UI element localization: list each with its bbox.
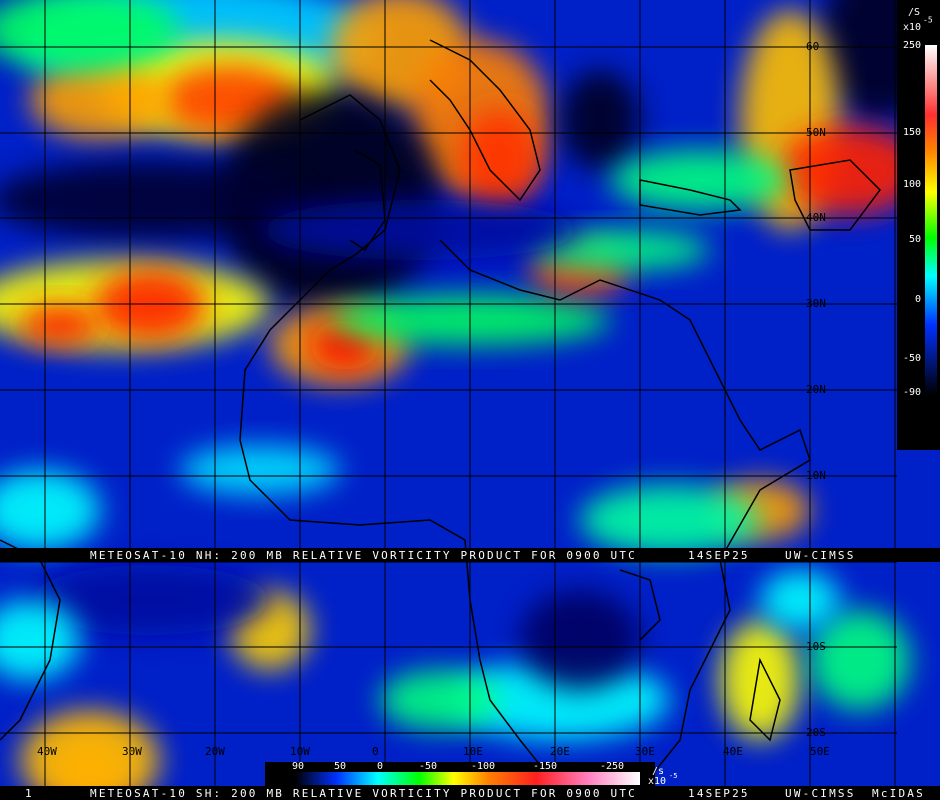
right-colorbar bbox=[925, 45, 937, 395]
frame-number: 1 bbox=[25, 787, 34, 800]
lon-label: 40W bbox=[37, 745, 57, 758]
nh-source: UW-CIMSS bbox=[785, 549, 856, 562]
field-blob bbox=[30, 60, 170, 140]
bottom-colorbar-scale: x10 bbox=[648, 776, 666, 787]
right-colorbar-label: 150 bbox=[903, 127, 921, 138]
field-blob bbox=[95, 270, 205, 340]
right-colorbar-label: 100 bbox=[903, 179, 921, 190]
lat-label: 10N bbox=[806, 469, 826, 482]
bottom-colorbar-exponent: -5 bbox=[669, 772, 677, 780]
field-blob bbox=[20, 710, 160, 786]
lat-label: 40N bbox=[806, 211, 826, 224]
sh-banner bbox=[0, 786, 940, 800]
lon-label: 30W bbox=[122, 745, 142, 758]
field-blob bbox=[780, 125, 920, 215]
right-colorbar-label: 0 bbox=[915, 294, 921, 305]
right-colorbar-scale: x10 bbox=[903, 22, 921, 33]
lat-label: 20N bbox=[806, 383, 826, 396]
nh-banner bbox=[0, 548, 940, 562]
field-blob bbox=[560, 70, 640, 170]
bottom-colorbar-label: -250 bbox=[600, 761, 624, 772]
right-colorbar-label: -90 bbox=[903, 387, 921, 398]
field-blob bbox=[530, 230, 710, 270]
lat-label: 60 bbox=[806, 40, 819, 53]
lon-label: 50E bbox=[810, 745, 830, 758]
field-blob bbox=[30, 565, 270, 635]
right-colorbar-label: 250 bbox=[903, 40, 921, 51]
sh-product: METEOSAT-10 SH: 200 MB RELATIVE VORTICIT… bbox=[90, 787, 637, 800]
sh-date: 14SEP25 bbox=[688, 787, 750, 800]
field-blob bbox=[810, 610, 910, 710]
lat-label: 50N bbox=[806, 126, 826, 139]
bottom-colorbar-label: -150 bbox=[533, 761, 557, 772]
lat-label: 20S bbox=[806, 726, 826, 739]
field-blob bbox=[0, 160, 310, 240]
bottom-colorbar-unit: /s bbox=[652, 766, 664, 777]
bottom-colorbar bbox=[295, 772, 640, 785]
field-blob bbox=[0, 600, 80, 680]
lon-label: 30E bbox=[635, 745, 655, 758]
nh-date: 14SEP25 bbox=[688, 549, 750, 562]
field-blob bbox=[460, 110, 540, 210]
bottom-colorbar-label: 50 bbox=[334, 761, 346, 772]
right-colorbar-exponent: -5 bbox=[923, 16, 933, 25]
field-blob bbox=[180, 445, 340, 495]
nh-product: METEOSAT-10 NH: 200 MB RELATIVE VORTICIT… bbox=[90, 549, 637, 562]
bottom-colorbar-label: -50 bbox=[419, 761, 437, 772]
field-blob bbox=[0, 470, 100, 550]
field-blob bbox=[260, 200, 580, 260]
field-blob bbox=[720, 620, 800, 740]
lat-lon-grid bbox=[0, 0, 897, 786]
field-blob bbox=[610, 150, 790, 210]
bottom-colorbar-label: -100 bbox=[471, 761, 495, 772]
right-colorbar-label: 50 bbox=[909, 234, 921, 245]
lon-label: 40E bbox=[723, 745, 743, 758]
sh-source: UW-CIMSS bbox=[785, 787, 856, 800]
field-blob bbox=[520, 590, 640, 690]
lon-label: 10E bbox=[463, 745, 483, 758]
field-blob bbox=[20, 305, 100, 345]
right-colorbar-label: -50 bbox=[903, 353, 921, 364]
lon-label: 20E bbox=[550, 745, 570, 758]
lon-label: 0 bbox=[372, 745, 379, 758]
field-blob bbox=[760, 570, 840, 630]
lon-label: 20W bbox=[205, 745, 225, 758]
lat-label: 10S bbox=[806, 640, 826, 653]
right-colorbar-unit: /S bbox=[908, 7, 920, 18]
lon-label: 10W bbox=[290, 745, 310, 758]
bottom-colorbar-label: 90 bbox=[292, 761, 304, 772]
bottom-colorbar-label: 0 bbox=[377, 761, 383, 772]
sh-software: McIDAS bbox=[872, 787, 925, 800]
field-blob bbox=[580, 485, 760, 555]
field-blob bbox=[380, 670, 500, 730]
lat-label: 30N bbox=[806, 297, 826, 310]
